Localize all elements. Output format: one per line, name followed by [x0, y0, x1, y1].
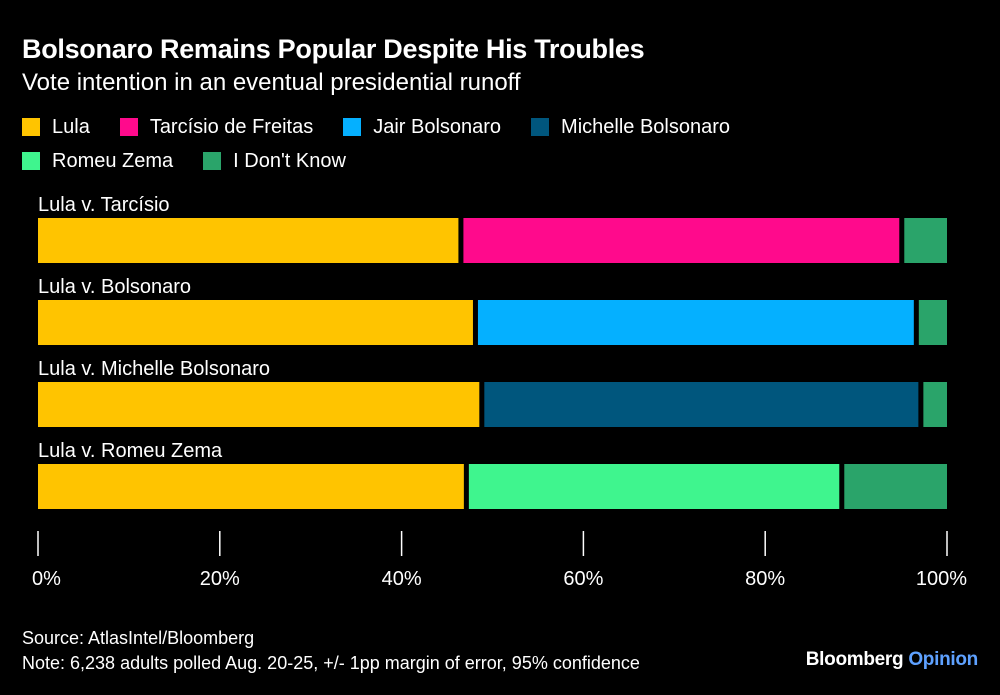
- bar-segment-lula-v-romeu-zema-lula: [38, 464, 464, 509]
- bar-segment-lula-v-romeu-zema-i-don-t-know: [844, 464, 947, 509]
- methodology-note: Note: 6,238 adults polled Aug. 20-25, +/…: [22, 653, 640, 673]
- legend-item-lula: Lula: [22, 116, 90, 138]
- x-tick-label-20: 20%: [200, 568, 240, 590]
- bar-label-lula-v-bolsonaro: Lula v. Bolsonaro: [38, 276, 191, 298]
- bar-segment-lula-v-tarcisio-i-don-t-know: [904, 218, 947, 263]
- brand-logo: Bloomberg Opinion: [805, 649, 979, 671]
- legend-item-michelle-bolsonaro: Michelle Bolsonaro: [531, 116, 730, 138]
- legend-label-dont-know: I Don't Know: [233, 149, 346, 172]
- x-tick-label-80: 80%: [745, 568, 785, 590]
- source-note: Source: AtlasIntel/Bloomberg: [22, 628, 255, 648]
- legend-swatch-jair-bolsonaro: [343, 118, 362, 136]
- bar-segment-lula-v-romeu-zema-romeu-zema: [468, 464, 840, 509]
- x-tick-label-60: 60%: [563, 568, 603, 590]
- bar-segment-lula-v-michelle-bolsonaro-michelle-bolsonaro: [484, 382, 919, 427]
- legend-label-romeu-zema: Romeu Zema: [52, 149, 174, 172]
- bar-label-lula-v-romeu-zema: Lula v. Romeu Zema: [38, 440, 223, 462]
- bar-label-lula-v-michelle-bolsonaro: Lula v. Michelle Bolsonaro: [38, 358, 270, 380]
- bar-segment-lula-v-michelle-bolsonaro-lula: [38, 382, 480, 427]
- chart-title: Bolsonaro Remains Popular Despite His Tr…: [22, 34, 645, 64]
- legend: Lula Tarcísio de Freitas Jair Bolsonaro …: [22, 116, 842, 172]
- legend-swatch-lula: [22, 118, 40, 136]
- chart-subtitle: Vote intention in an eventual presidenti…: [22, 69, 521, 96]
- legend-swatch-michelle-bolsonaro: [531, 118, 550, 136]
- legend-item-tarcisio: Tarcísio de Freitas: [119, 115, 314, 138]
- legend-swatch-romeu-zema: [22, 152, 40, 170]
- x-tick-label-100: 100%: [916, 568, 967, 590]
- legend-label-tarcisio: Tarcísio de Freitas: [149, 115, 314, 138]
- bar-segment-lula-v-michelle-bolsonaro-i-don-t-know: [923, 382, 947, 427]
- bar-label-lula-v-tarcisio: Lula v. Tarcísio: [38, 194, 170, 216]
- bar-segment-lula-v-bolsonaro-i-don-t-know: [918, 300, 947, 345]
- brand-bloomberg: Bloomberg: [805, 649, 904, 670]
- legend-item-romeu-zema: Romeu Zema: [22, 150, 173, 172]
- brand-opinion: Opinion: [908, 649, 978, 670]
- bar-segment-lula-v-tarcisio-tarcisio-de-freitas: [463, 218, 900, 263]
- legend-label-michelle-bolsonaro: Michelle Bolsonaro: [561, 115, 731, 138]
- bar-segment-lula-v-tarcisio-lula: [38, 218, 459, 263]
- legend-label-lula: Lula: [52, 115, 90, 138]
- bar-segment-lula-v-bolsonaro-lula: [38, 300, 473, 345]
- legend-swatch-tarcisio: [119, 118, 138, 136]
- x-tick-label-40: 40%: [382, 568, 422, 590]
- legend-label-jair-bolsonaro: Jair Bolsonaro: [373, 115, 502, 138]
- legend-item-dont-know: I Don't Know: [203, 150, 346, 172]
- bar-segment-lula-v-bolsonaro-jair-bolsonaro: [477, 300, 914, 345]
- legend-swatch-dont-know: [203, 152, 222, 170]
- x-tick-label-0: 0%: [32, 568, 61, 590]
- legend-item-jair-bolsonaro: Jair Bolsonaro: [343, 116, 501, 138]
